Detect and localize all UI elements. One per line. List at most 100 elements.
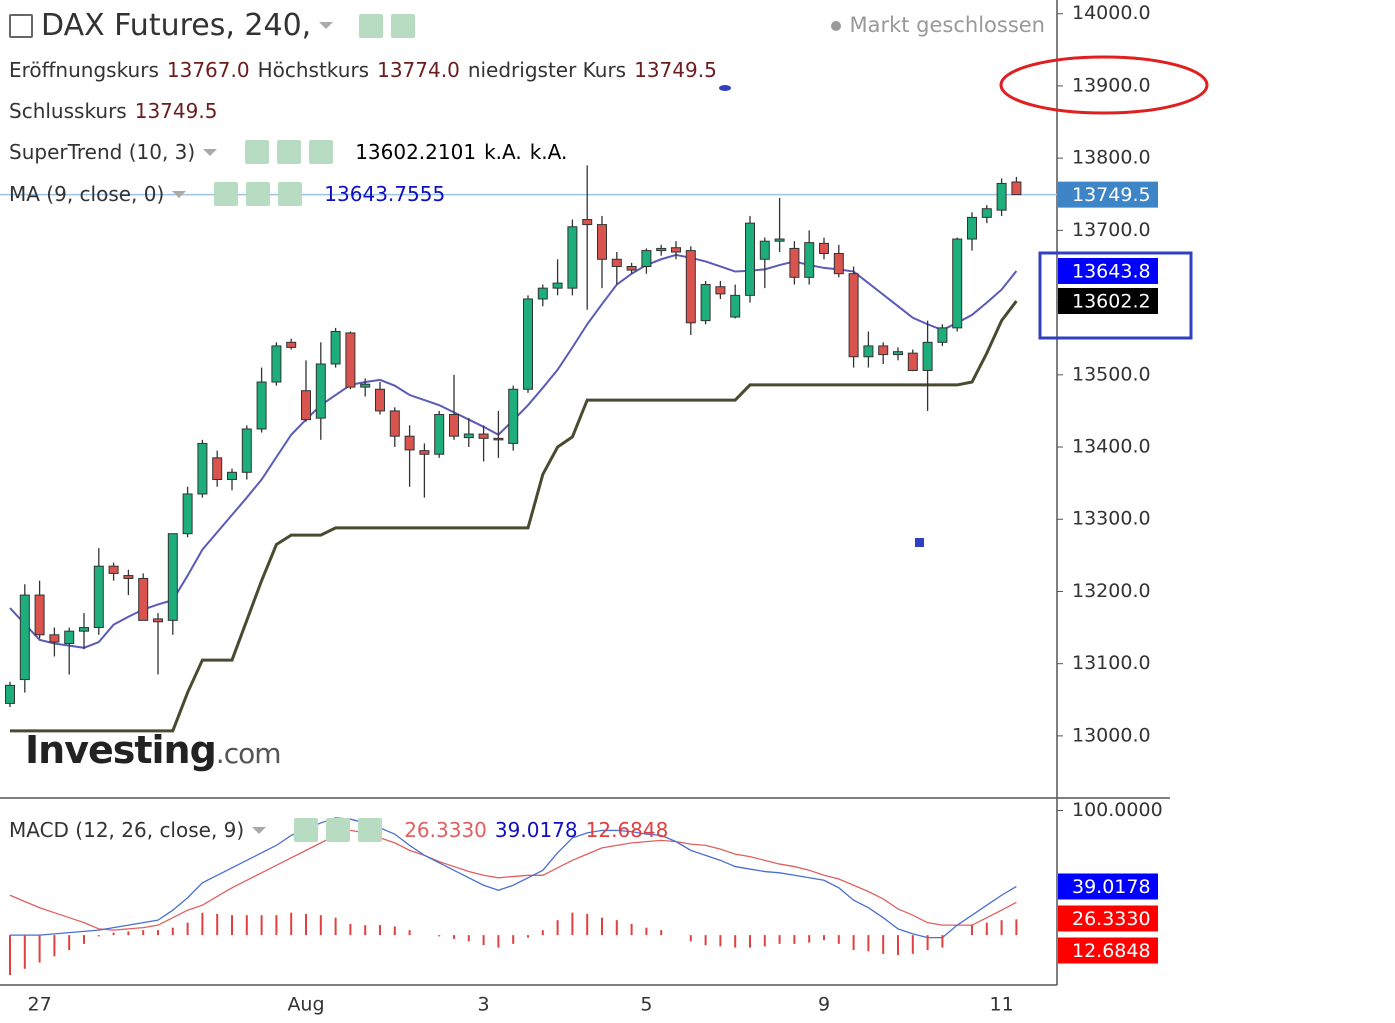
eye-icon[interactable] bbox=[294, 818, 319, 842]
candle-body bbox=[730, 294, 741, 318]
close-icon[interactable] bbox=[309, 140, 334, 164]
candle-body bbox=[330, 330, 341, 365]
candle-body bbox=[878, 345, 889, 356]
price-tag-label: 12.6848 bbox=[1072, 940, 1151, 962]
candle-body bbox=[5, 684, 15, 704]
ohlc-label: Höchstkurs bbox=[257, 58, 370, 82]
candle-body bbox=[138, 577, 149, 621]
gear-icon[interactable] bbox=[391, 13, 416, 38]
price-tag bbox=[1058, 257, 1158, 284]
candle-body bbox=[375, 388, 385, 412]
ohlc-value: 13749.5 bbox=[634, 58, 717, 82]
candle-body bbox=[863, 345, 874, 358]
candle-body bbox=[715, 286, 726, 295]
candle-body bbox=[360, 383, 371, 388]
candle-body bbox=[434, 414, 445, 455]
ohlc-value: 13767.0 bbox=[166, 58, 250, 82]
candle-body bbox=[49, 634, 60, 643]
annotation-dot bbox=[915, 538, 924, 547]
indicator-name: MA (9, close, 0) bbox=[9, 182, 165, 206]
candle-body bbox=[34, 594, 45, 636]
candle-body bbox=[552, 282, 563, 289]
candle-body bbox=[93, 565, 104, 629]
y-tick-label: 13000.0 bbox=[1072, 724, 1151, 746]
y-tick-label: 13100.0 bbox=[1072, 652, 1151, 674]
indicator-row: MA (9, close, 0) 13643.7555 bbox=[9, 182, 445, 206]
candle-body bbox=[641, 250, 652, 267]
close-icon[interactable] bbox=[278, 182, 303, 206]
indicator-name: MACD (12, 26, close, 9) bbox=[9, 818, 245, 842]
caret[interactable] bbox=[319, 22, 334, 29]
candle-body bbox=[893, 351, 903, 356]
candle-body bbox=[685, 250, 696, 324]
candle-body bbox=[759, 240, 770, 260]
candle-body bbox=[537, 287, 548, 300]
watermark: Investing.com bbox=[25, 728, 281, 772]
candle-body bbox=[19, 594, 30, 681]
gear-icon[interactable] bbox=[246, 182, 271, 206]
price-tag-label: 13643.8 bbox=[1072, 260, 1151, 282]
eye-icon[interactable] bbox=[214, 182, 239, 206]
candle-body bbox=[656, 247, 667, 252]
candle-body bbox=[123, 575, 134, 579]
indicator-value: 39.0178 bbox=[494, 818, 578, 842]
ohlc-label: Eröffnungskurs bbox=[9, 58, 159, 82]
candle-body bbox=[449, 414, 459, 437]
gear-icon[interactable] bbox=[326, 818, 351, 842]
candle-body bbox=[582, 219, 593, 226]
ohlc-row: Schlusskurs 13749.5 bbox=[9, 99, 217, 123]
x-tick-label: 27 bbox=[28, 994, 52, 1016]
indicator-row: MACD (12, 26, close, 9) 26.3330 39.0178 … bbox=[9, 818, 668, 842]
y-tick-label: 100.0000 bbox=[1072, 799, 1163, 821]
candle-body bbox=[315, 363, 326, 419]
annotation-ellipse bbox=[999, 55, 1209, 115]
eye-icon[interactable] bbox=[245, 140, 270, 164]
indicator-value: 13643.7555 bbox=[324, 182, 446, 206]
x-tick-label: 3 bbox=[478, 994, 490, 1016]
candle-body bbox=[774, 238, 785, 242]
y-tick-label: 13800.0 bbox=[1072, 147, 1151, 169]
indicator-value: 13602.2101 bbox=[355, 140, 477, 164]
gear-icon[interactable] bbox=[277, 140, 302, 164]
candle-body bbox=[79, 627, 89, 632]
candle-body bbox=[301, 390, 311, 421]
candle-body bbox=[848, 273, 859, 358]
watermark-brand: Investing bbox=[25, 728, 217, 772]
indicator-line bbox=[10, 300, 1018, 733]
indicator-row: SuperTrend (10, 3) 13602.2101 k.A. k.A. bbox=[9, 140, 567, 164]
annotation-dot bbox=[719, 85, 731, 91]
candle-body bbox=[271, 345, 282, 383]
close-icon[interactable] bbox=[358, 818, 383, 842]
candle-body bbox=[671, 247, 681, 253]
price-tag-label: 39.0178 bbox=[1072, 876, 1151, 898]
menu-icon[interactable] bbox=[9, 13, 33, 38]
candle-body bbox=[567, 226, 578, 289]
candle-body bbox=[153, 618, 163, 623]
price-tag-label: 13749.5 bbox=[1072, 184, 1151, 206]
candle-body bbox=[626, 265, 637, 271]
candle-body bbox=[523, 298, 533, 390]
candle-body bbox=[907, 352, 918, 371]
candle-body bbox=[419, 450, 430, 455]
price-tag bbox=[1058, 937, 1158, 964]
candle-body bbox=[256, 381, 267, 430]
candle-body bbox=[404, 435, 415, 451]
caret[interactable] bbox=[172, 190, 187, 198]
candle-body bbox=[745, 222, 755, 296]
candle-body bbox=[478, 433, 489, 439]
caret[interactable] bbox=[203, 148, 218, 156]
price-tag-label: 26.3330 bbox=[1072, 908, 1151, 930]
eye-icon[interactable] bbox=[359, 13, 384, 38]
candle-body bbox=[108, 565, 119, 574]
indicator-line bbox=[9, 253, 1018, 649]
caret[interactable] bbox=[252, 826, 267, 834]
market-status: Markt geschlossen bbox=[831, 13, 1045, 37]
y-tick-label: 13700.0 bbox=[1072, 219, 1151, 241]
candle-body bbox=[167, 533, 178, 621]
candle-body bbox=[286, 341, 297, 348]
x-tick-label: 9 bbox=[818, 994, 830, 1016]
title: DAX Futures, 240, bbox=[41, 8, 312, 43]
candle-body bbox=[952, 238, 963, 329]
x-tick-label: 5 bbox=[640, 994, 652, 1016]
ohlc-label: Schlusskurs bbox=[9, 99, 127, 123]
